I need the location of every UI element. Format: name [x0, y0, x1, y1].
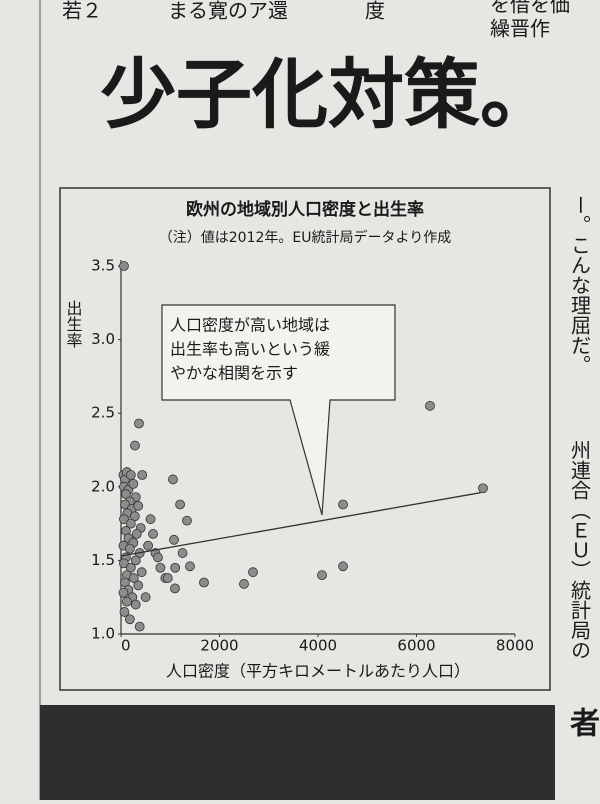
- y-tick-label: 1.5: [91, 551, 115, 569]
- point: [170, 583, 180, 594]
- point: [119, 514, 129, 525]
- point: [175, 499, 186, 510]
- y-tick-label: 2.5: [91, 404, 115, 422]
- x-tick-label: 2000: [200, 637, 238, 655]
- side-text: 州連合（ＥＵ）統計局の: [568, 440, 592, 660]
- point: [118, 587, 129, 598]
- point: [131, 529, 142, 539]
- y-tick-label: 2.0: [91, 477, 115, 495]
- point: [145, 514, 156, 525]
- y-tick-label: 3.0: [91, 330, 115, 348]
- point: [177, 548, 188, 558]
- side-text: ー。こんな理屈だ。: [568, 195, 592, 375]
- point: [182, 515, 192, 526]
- headline: 少子化対策。: [100, 50, 556, 139]
- x-axis-label: 人口密度（平方キロメートルあたり人口）: [166, 662, 470, 681]
- point: [425, 400, 435, 411]
- point: [239, 579, 249, 589]
- snippet: 若２: [62, 0, 102, 23]
- point: [140, 592, 151, 603]
- annotation: やかな相関を示す: [170, 364, 298, 383]
- point: [125, 518, 136, 529]
- point: [130, 555, 141, 566]
- snippet: を借を価: [490, 0, 570, 17]
- trend-line: [120, 492, 481, 557]
- point: [134, 418, 144, 429]
- point: [155, 562, 166, 573]
- point: [133, 580, 144, 591]
- point: [124, 614, 135, 625]
- point: [143, 540, 153, 551]
- point: [317, 570, 327, 581]
- point: [134, 621, 145, 632]
- callout: [161, 304, 396, 516]
- y-axis-label: 出生率: [64, 300, 83, 348]
- point: [168, 474, 178, 485]
- y-tick-label: 1.0: [91, 625, 115, 643]
- point: [120, 499, 130, 510]
- point: [153, 552, 163, 563]
- point: [128, 573, 139, 583]
- x-tick-label: 4000: [299, 637, 337, 655]
- point: [185, 561, 195, 572]
- photo: [40, 705, 555, 800]
- point: [199, 577, 209, 588]
- point: [169, 534, 179, 545]
- annotation: 人口密度が高い地域は: [170, 316, 330, 335]
- point: [128, 478, 139, 489]
- point: [130, 599, 141, 610]
- point: [124, 543, 135, 554]
- point: [248, 567, 258, 578]
- point: [148, 529, 158, 539]
- chart-title: 欧州の地域別人口密度と出生率: [186, 199, 424, 220]
- x-tick-label: 0: [121, 637, 131, 655]
- point: [478, 483, 488, 494]
- point: [119, 607, 130, 617]
- point: [338, 561, 348, 572]
- chart-subtitle: （注）値は2012年。EU統計局データより作成: [159, 229, 451, 246]
- bottom-char: 者: [570, 707, 600, 742]
- point: [338, 499, 348, 510]
- annotation: 出生率も高いという緩: [170, 340, 330, 359]
- point: [133, 501, 144, 511]
- point: [137, 470, 148, 480]
- point: [162, 573, 173, 583]
- x-tick-label: 8000: [496, 637, 534, 655]
- point: [136, 567, 147, 578]
- point: [122, 596, 132, 607]
- chart-frame: [59, 187, 551, 691]
- snippet: 繰晋作: [490, 17, 550, 41]
- point: [119, 261, 129, 271]
- point: [170, 562, 181, 573]
- snippet: 度: [365, 0, 385, 23]
- y-tick-label: 3.5: [91, 257, 115, 275]
- x-tick-label: 6000: [397, 637, 435, 655]
- point: [119, 558, 129, 569]
- point: [125, 470, 136, 480]
- point: [130, 440, 140, 451]
- snippet: まる寛のア還: [168, 0, 288, 23]
